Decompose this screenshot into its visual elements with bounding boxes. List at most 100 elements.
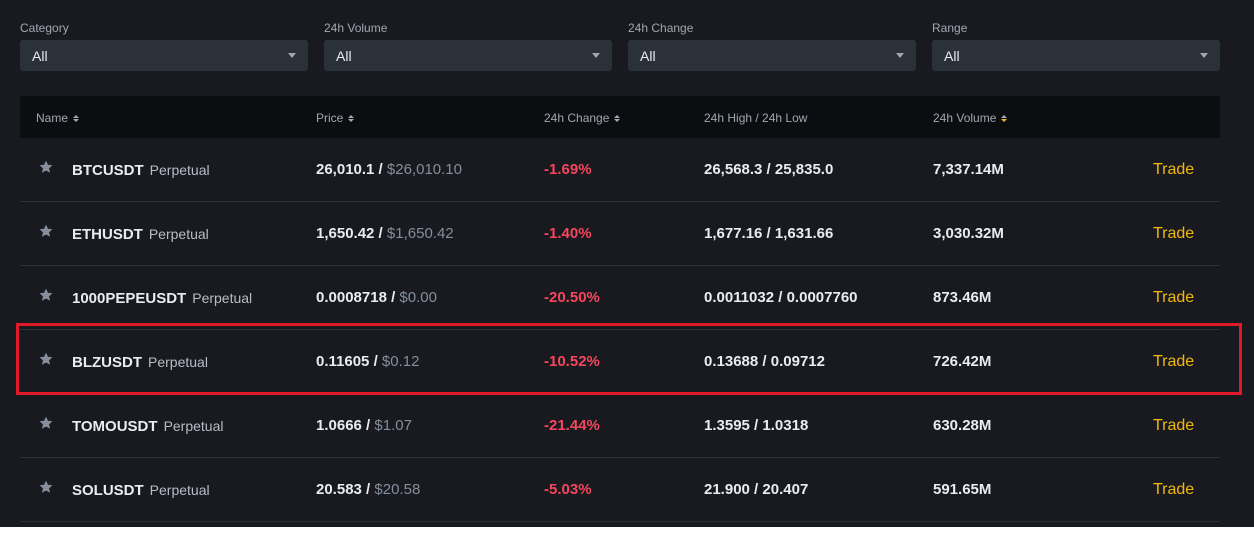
symbol-cell: TOMOUSDT Perpetual [72,417,224,436]
change-cell: -21.44% [544,417,600,434]
sort-icon [1001,114,1008,122]
table-row[interactable]: ETHUSDT Perpetual 1,650.42 / $1,650.42 -1… [20,202,1220,266]
trade-link[interactable]: Trade [1153,481,1195,498]
trade-link[interactable]: Trade [1153,225,1195,242]
trade-link[interactable]: Trade [1153,417,1195,434]
column-header-price[interactable]: Price [316,111,355,125]
high-low-cell: 1.3595 / 1.0318 [704,417,809,434]
table-row[interactable]: BLZUSDT Perpetual 0.11605 / $0.12 -10.52%… [20,330,1220,394]
table-row[interactable]: BTCUSDT Perpetual 26,010.1 / $26,010.10 -… [20,138,1220,202]
price-usd: $1.07 [374,417,412,434]
symbol-cell: ETHUSDT Perpetual [72,225,209,244]
column-header-volume[interactable]: 24h Volume [933,111,1008,125]
volume-select[interactable]: All [324,40,612,71]
sort-icon [73,114,80,122]
high-price: 21.900 [704,481,750,498]
select-value: All [32,48,48,64]
high-price: 0.0011032 [704,289,775,306]
star-icon[interactable] [38,351,54,367]
select-value: All [944,48,960,64]
table-row[interactable]: 1000PEPEUSDT Perpetual 0.0008718 / $0.00 … [20,266,1220,330]
sort-icon [614,114,621,122]
volume-cell: 873.46M [933,289,992,306]
high-low-cell: 1,677.16 / 1,631.66 [704,225,834,242]
trade-link[interactable]: Trade [1153,289,1195,306]
contract-type: Perpetual [149,162,210,178]
high-price: 0.13688 [704,353,759,370]
category-select[interactable]: All [20,40,308,71]
last-price: 1.0666 [316,417,362,434]
trade-link[interactable]: Trade [1153,161,1195,178]
high-low-cell: 21.900 / 20.407 [704,481,809,498]
contract-type: Perpetual [148,354,208,370]
symbol: BLZUSDT [72,354,142,371]
high-price: 1.3595 [704,417,750,434]
low-price: 20.407 [762,481,809,498]
column-header-label: 24h High / 24h Low [704,111,808,125]
table-header: Name Price 24h Change 24h High / 24h Low… [20,96,1220,138]
change-select[interactable]: All [628,40,916,71]
filter-label: 24h Change [628,21,694,35]
filter-label: 24h Volume [324,21,388,35]
price-cell: 0.0008718 / $0.00 [316,289,437,306]
high-price: 1,677.16 [704,225,763,242]
chevron-down-icon [592,53,600,58]
volume-cell: 591.65M [933,481,992,498]
contract-type: Perpetual [192,290,253,306]
trade-link[interactable]: Trade [1153,353,1195,370]
low-price: 0.0007760 [786,289,858,306]
price-cell: 20.583 / $20.58 [316,481,421,498]
price-usd: $20.58 [374,481,421,498]
price-usd: $1,650.42 [386,225,454,242]
chevron-down-icon [288,53,296,58]
last-price: 0.11605 [316,353,370,370]
volume-cell: 630.28M [933,417,992,434]
change-cell: -1.40% [544,225,592,242]
symbol: 1000PEPEUSDT [72,290,187,307]
high-low-cell: 26,568.3 / 25,835.0 [704,161,834,178]
low-price: 1,631.66 [774,225,834,242]
table-row[interactable]: TOMOUSDT Perpetual 1.0666 / $1.07 -21.44%… [20,394,1220,458]
star-icon[interactable] [38,159,54,175]
price-cell: 0.11605 / $0.12 [316,353,420,370]
range-select[interactable]: All [932,40,1220,71]
low-price: 25,835.0 [774,161,834,178]
high-price: 26,568.3 [704,161,763,178]
symbol-cell: 1000PEPEUSDT Perpetual [72,289,252,308]
high-low-cell: 0.13688 / 0.09712 [704,353,825,370]
last-price: 26,010.1 [316,161,375,178]
select-value: All [336,48,352,64]
volume-cell: 726.42M [933,353,992,370]
chevron-down-icon [1200,53,1208,58]
column-header-label: Price [316,111,344,125]
change-cell: -5.03% [544,481,592,498]
star-icon[interactable] [38,415,54,431]
price-usd: $0.00 [399,289,437,306]
contract-type: Perpetual [163,418,224,434]
column-header-name[interactable]: Name [36,111,80,125]
change-cell: -10.52% [544,353,600,370]
contract-type: Perpetual [149,482,210,498]
symbol: BTCUSDT [72,162,144,179]
star-icon[interactable] [38,223,54,239]
change-cell: -20.50% [544,289,600,306]
contract-type: Perpetual [148,226,209,242]
star-icon[interactable] [38,479,54,495]
column-header-change[interactable]: 24h Change [544,111,621,125]
change-cell: -1.69% [544,161,592,178]
chevron-down-icon [896,53,904,58]
table-row[interactable]: SOLUSDT Perpetual 20.583 / $20.58 -5.03% … [20,458,1220,522]
column-header-label: 24h Volume [933,111,997,125]
price-cell: 26,010.1 / $26,010.10 [316,161,462,178]
price-usd: $0.12 [381,353,420,370]
low-price: 1.0318 [762,417,809,434]
low-price: 0.09712 [770,353,825,370]
column-header-label: 24h Change [544,111,610,125]
volume-cell: 7,337.14M [933,161,1004,178]
star-icon[interactable] [38,287,54,303]
volume-cell: 3,030.32M [933,225,1004,242]
symbol: SOLUSDT [72,482,144,499]
last-price: 1,650.42 [316,225,375,242]
symbol-cell: BLZUSDT Perpetual [72,353,208,372]
last-price: 20.583 [316,481,362,498]
